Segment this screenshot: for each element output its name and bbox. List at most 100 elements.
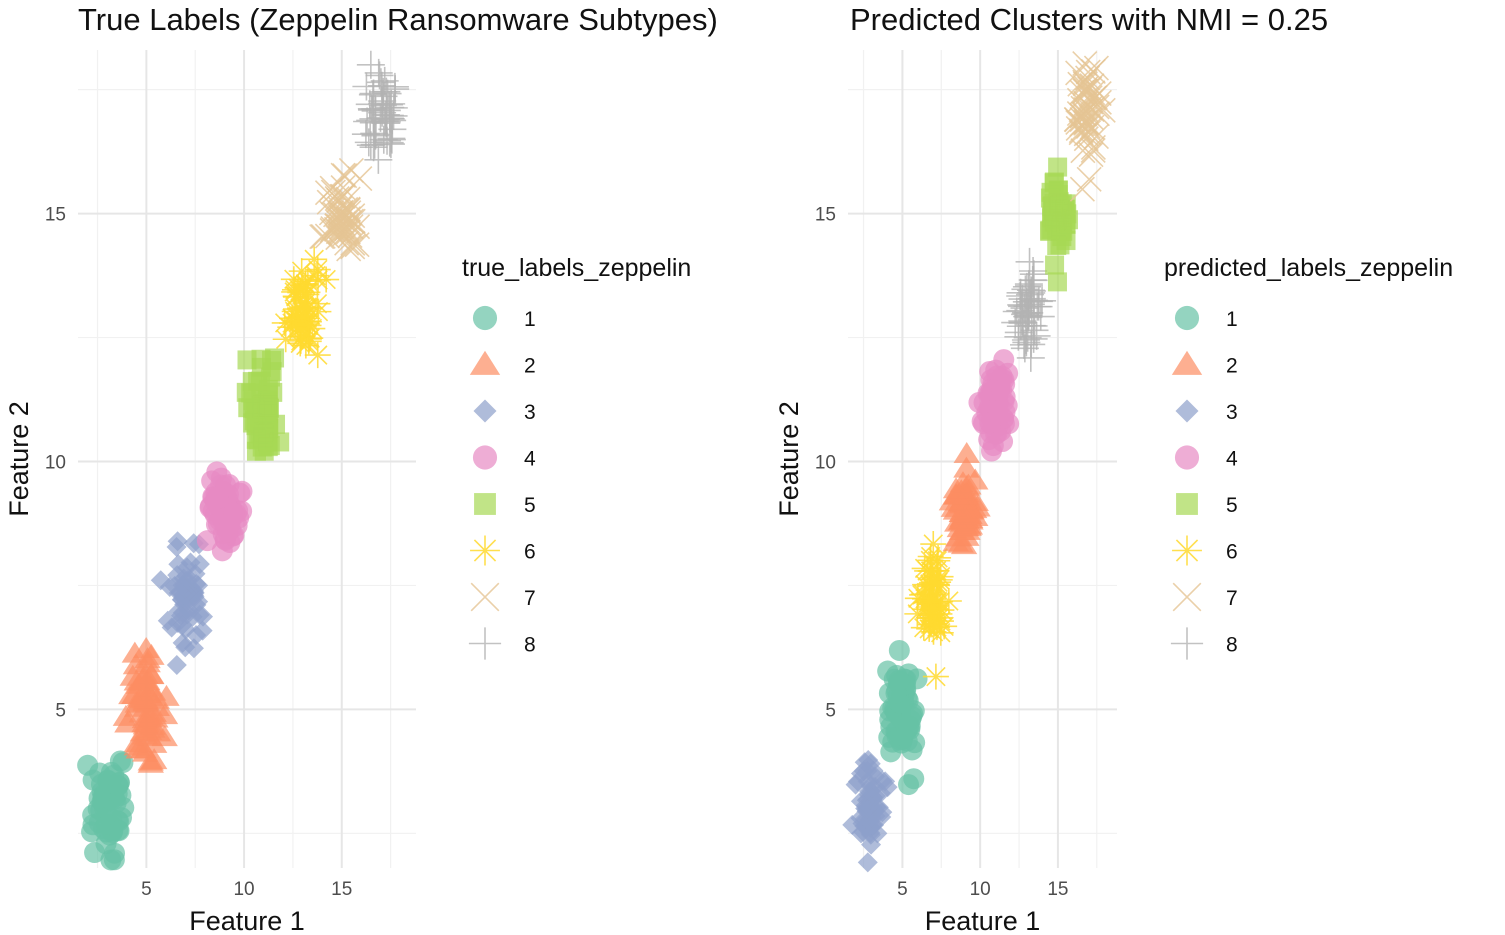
cluster-7 <box>309 157 373 262</box>
data-point <box>947 531 974 553</box>
legend-key-asterisk <box>470 535 500 566</box>
legend-key-circle <box>472 445 498 470</box>
data-point <box>272 326 299 353</box>
data-point <box>293 281 320 308</box>
legend-label: 3 <box>524 401 536 424</box>
chart-title: Predicted Clusters with NMI = 0.25 <box>850 2 1328 37</box>
data-point <box>1019 256 1048 285</box>
data-point <box>242 372 262 392</box>
data-point <box>1016 276 1045 305</box>
data-point <box>1048 185 1068 205</box>
data-point <box>948 501 976 523</box>
data-point <box>246 416 266 436</box>
y-tick-label: 5 <box>825 700 836 721</box>
data-point <box>207 486 229 508</box>
legend-title: true_labels_zeppelin <box>462 254 691 282</box>
legend-label: 4 <box>524 448 536 471</box>
data-point <box>281 298 308 325</box>
legend-item-6: 6 <box>470 535 536 566</box>
y-tick-label: 10 <box>45 452 66 473</box>
data-point <box>917 573 944 600</box>
data-point <box>1006 278 1035 307</box>
cluster-4 <box>196 461 253 562</box>
data-point <box>189 554 210 575</box>
legend-label: 6 <box>524 541 536 564</box>
data-point <box>922 663 949 690</box>
data-point <box>862 815 883 836</box>
legend-item-5: 5 <box>1176 493 1238 517</box>
data-point <box>334 216 360 242</box>
data-point <box>954 518 981 540</box>
cluster-2 <box>938 441 991 555</box>
data-point <box>77 754 99 776</box>
data-point <box>1045 255 1065 275</box>
data-point <box>103 764 125 786</box>
data-point <box>132 637 160 659</box>
data-point <box>880 741 902 763</box>
legend-label: 7 <box>1226 587 1238 610</box>
data-point <box>1072 78 1098 104</box>
legend-label: 2 <box>1226 355 1238 378</box>
legend-label: 5 <box>1226 494 1238 517</box>
legend-label: 4 <box>1226 448 1238 471</box>
cluster-3 <box>842 749 898 873</box>
data-point <box>926 600 953 627</box>
data-point <box>858 749 879 770</box>
y-axis-label: Feature 2 <box>4 401 34 517</box>
data-point <box>910 614 937 641</box>
legend-item-2: 2 <box>1171 350 1238 378</box>
points <box>77 50 410 871</box>
data-point <box>82 814 104 836</box>
data-point <box>352 72 381 101</box>
legend-key-square <box>474 493 496 515</box>
legend-label: 1 <box>524 308 536 331</box>
data-point <box>304 342 331 369</box>
data-point <box>888 639 910 661</box>
data-point <box>1070 138 1096 164</box>
legend-label: 8 <box>1226 634 1238 657</box>
data-point <box>923 614 950 641</box>
data-point <box>327 200 353 226</box>
data-point <box>88 787 110 809</box>
data-point <box>188 591 209 612</box>
x-tick-label: 5 <box>897 879 908 900</box>
data-point <box>172 615 193 636</box>
data-point <box>928 597 955 624</box>
legend: true_labels_zeppelin 1 2 3 4 5 6 7 8 <box>462 254 691 660</box>
data-point <box>360 119 389 148</box>
data-point <box>1015 298 1044 327</box>
data-point <box>281 276 308 303</box>
data-point <box>901 705 923 727</box>
legend-item-1: 1 <box>1174 305 1238 331</box>
x-tick-labels: 5 10 15 <box>897 879 1068 900</box>
data-point <box>377 125 406 154</box>
data-point <box>991 379 1013 401</box>
legend-title: predicted_labels_zeppelin <box>1164 254 1453 282</box>
data-point <box>861 834 882 855</box>
data-point <box>167 531 188 552</box>
cluster-6 <box>904 531 962 690</box>
data-point <box>304 290 331 317</box>
data-point <box>258 395 278 415</box>
cluster-6 <box>271 246 340 369</box>
legend-key-cross <box>1172 582 1202 612</box>
data-point <box>287 315 314 342</box>
data-point <box>1080 137 1106 164</box>
data-point <box>304 256 331 283</box>
data-point <box>166 654 187 675</box>
legend-label: 7 <box>524 587 536 610</box>
x-axis-label: Feature 1 <box>189 906 305 935</box>
data-point <box>368 89 397 118</box>
data-point <box>1047 272 1067 292</box>
data-point <box>904 600 931 627</box>
data-point <box>898 774 920 796</box>
data-point <box>1001 308 1030 337</box>
data-point <box>314 180 341 206</box>
cluster-2 <box>112 637 180 773</box>
legend-key-circle <box>1174 445 1200 470</box>
data-point <box>196 530 218 552</box>
data-point <box>289 272 316 299</box>
data-point <box>279 305 306 332</box>
legend: predicted_labels_zeppelin 1 2 3 4 5 6 7 8 <box>1164 254 1453 660</box>
